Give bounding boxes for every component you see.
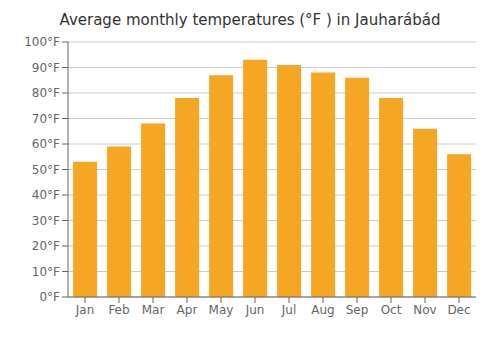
svg-text:90°F: 90°F [32, 61, 60, 75]
svg-text:Oct: Oct [381, 303, 402, 317]
svg-text:50°F: 50°F [32, 163, 60, 177]
svg-text:Jan: Jan [75, 303, 95, 317]
svg-text:70°F: 70°F [32, 112, 60, 126]
svg-text:30°F: 30°F [32, 214, 60, 228]
svg-text:100°F: 100°F [24, 35, 60, 49]
svg-text:80°F: 80°F [32, 86, 60, 100]
svg-text:Jun: Jun [245, 303, 265, 317]
svg-text:Apr: Apr [177, 303, 198, 317]
html-text:Average monthly temperatures (: Average monthly temperatures (°F ) in Ja… [59, 11, 441, 29]
svg-text:20°F: 20°F [32, 239, 60, 253]
svg-text:Dec: Dec [447, 303, 470, 317]
svg-text:40°F: 40°F [32, 188, 60, 202]
svg-text:Feb: Feb [108, 303, 129, 317]
svg-text:Mar: Mar [142, 303, 165, 317]
svg-text:Sep: Sep [346, 303, 369, 317]
svg-text:Nov: Nov [413, 303, 436, 317]
svg-text:May: May [209, 303, 234, 317]
svg-text:Aug: Aug [311, 303, 334, 317]
svg-text:Jul: Jul [281, 303, 296, 317]
svg-text:10°F: 10°F [32, 265, 60, 279]
svg-text:0°F: 0°F [39, 290, 60, 304]
svg-text:60°F: 60°F [32, 137, 60, 151]
